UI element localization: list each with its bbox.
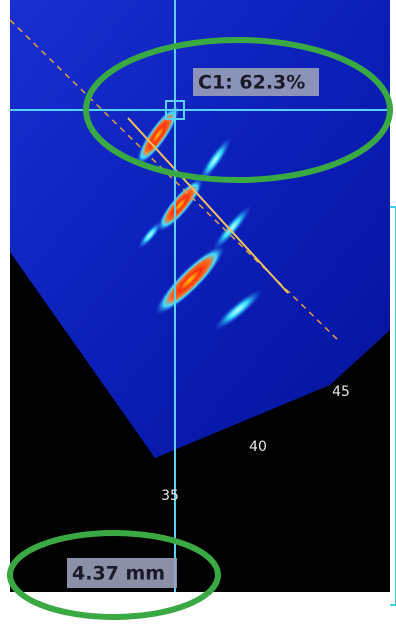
cursor-label: C1: 62.3% bbox=[198, 72, 305, 94]
scan-view: C1: 62.3% 45 40 35 4.37 mm bbox=[0, 0, 396, 632]
depth-label: 35 bbox=[161, 488, 179, 504]
depth-label: 45 bbox=[332, 384, 350, 400]
page: C1: 62.3% 45 40 35 4.37 mm (() => { cons… bbox=[0, 0, 396, 632]
measurement-label: 4.37 mm bbox=[72, 563, 165, 585]
side-bracket bbox=[390, 207, 396, 605]
depth-label: 40 bbox=[249, 439, 267, 455]
